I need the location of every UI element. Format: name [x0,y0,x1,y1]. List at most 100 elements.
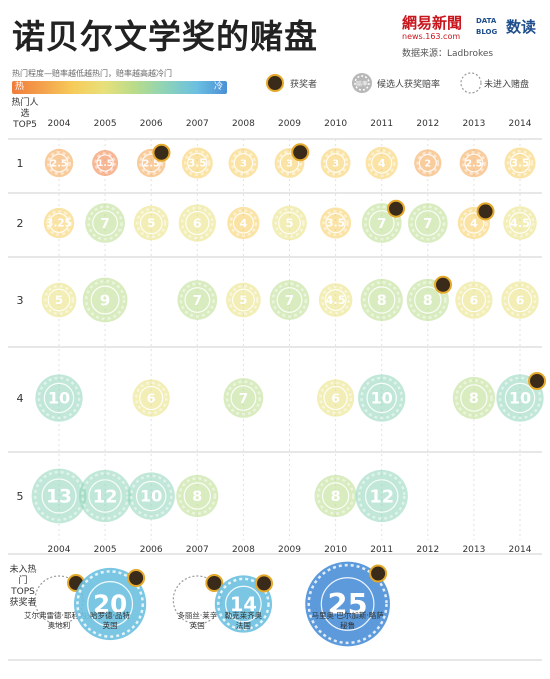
odds-chip-label: 7 [100,216,109,232]
odds-chip-label: 4 [378,157,386,170]
odds-chip [360,278,403,322]
odds-chip-label: 3.5 [326,218,345,230]
x-tick-label: 2009 [278,119,301,129]
x-tick-label: 2005 [94,119,117,129]
odds-chip-ring [364,479,399,513]
odds-chip [176,474,219,518]
outside-odds-chip-rim [217,577,270,631]
x-tick-label: 2007 [186,119,209,129]
odds-chip-winner-icon [152,143,171,162]
odds-chip-label: 5 [285,216,293,230]
odds-chip-rim [180,206,214,240]
odds-chip-rim [179,282,215,318]
winner-icon [205,574,224,592]
odds-chip-label: 9 [100,291,111,309]
outside-odds-chip-label: 25 [328,587,368,621]
x-tick-label: 2010 [324,119,347,129]
odds-chip-winner-icon [528,371,547,390]
odds-chip-ring [323,385,348,411]
odds-chip [127,472,175,520]
odds-chip-label: 7 [377,216,386,232]
winner-name-label: 秘鲁 [340,620,355,630]
odds-chip [85,203,125,243]
odds-chip-ring [368,210,395,236]
odds-chip [92,150,119,176]
outside-odds-chip-ring [320,577,375,631]
odds-chip [181,147,213,179]
odds-chip-ring [47,288,71,312]
odds-chip-ring [48,212,70,234]
odds-chip-ring [460,384,488,412]
odds-chip [31,468,87,524]
odds-chip-ring [139,211,163,235]
odds-chip-label: 2.5 [50,158,67,169]
odds-chip [365,146,398,180]
odds-chip-ring [461,287,487,313]
odds-chip-rim [460,209,488,237]
odds-chip-ring [232,288,255,312]
odds-chip-rim [134,381,168,415]
odds-chip-winner-icon [387,199,406,218]
x-tick-label: 2014 [509,119,532,129]
odds-chip-rim [319,381,352,415]
odds-chip [501,281,539,319]
outside-odds-chip-winner-icon [255,574,274,593]
odds-chip-ring [321,482,350,510]
odds-chip [272,205,307,241]
odds-chip-rim [184,149,211,177]
netease-logo-url: news.163.com [402,32,461,41]
odds-chip-rim [360,376,404,420]
odds-chip-ring [418,153,437,173]
heat-cold-label: 冷 [214,82,224,92]
odds-chip-rim [322,209,349,237]
heat-color-bar [12,81,227,94]
odds-chip-ring [230,385,257,411]
odds-chip [269,280,310,320]
odds-chip-rim [87,205,123,241]
odds-chip [452,376,496,420]
heat-hot-label: 热 [15,82,25,92]
odds-chip-ring [184,287,211,313]
odds-chip-label: 3 [240,159,247,170]
odds-chip-rim [230,150,257,176]
odds-chip-winner-icon [476,202,495,221]
odds-chip-label: 10 [371,389,393,408]
winner-name-label: 法国 [236,620,251,630]
odds-chip [35,374,83,422]
odds-chip [316,379,355,417]
odds-chip-label: 2.5 [465,158,482,169]
odds-chip [320,148,351,178]
x-tick-label: 2014 [509,545,532,555]
odds-chip-ring [90,285,120,315]
odds-chip-label: 8 [423,293,433,309]
odds-chip [355,469,408,523]
odds-chip-rim [416,151,440,175]
odds-chip [41,282,77,318]
winner-name-label: 英国 [190,620,205,630]
odds-chip-ring [464,153,484,173]
x-tick-label: 2004 [48,119,71,129]
odds-chip-label: 4.5 [510,216,530,230]
odds-chip-ring [187,152,208,174]
odds-chip [318,283,353,317]
odds-chip-label: 4 [470,217,478,230]
odds-chip-label: 3.25 [46,218,71,230]
odds-chip-ring [232,212,254,234]
outside-odds-chip-label: 14 [230,593,257,616]
odds-chip-label: 8 [469,391,479,407]
odds-chip-label: 12 [93,487,118,507]
odds-chip-label: 7 [285,293,294,309]
winner-name-label: 勒克莱齐奥 [225,610,263,620]
odds-chip [178,204,216,242]
odds-chip-ring [325,153,346,173]
odds-chip [82,277,128,323]
odds-chip-rim [274,207,305,239]
outside-odds-chip-rim [307,563,388,645]
odds-chip-label: 7 [193,293,202,309]
odds-chip [414,149,442,177]
outside-odds-chip-ring [87,581,134,627]
row-label: 4 [17,392,24,405]
odds-chip-rim [228,284,259,316]
legend-chip-text: 赔率 [356,80,368,88]
